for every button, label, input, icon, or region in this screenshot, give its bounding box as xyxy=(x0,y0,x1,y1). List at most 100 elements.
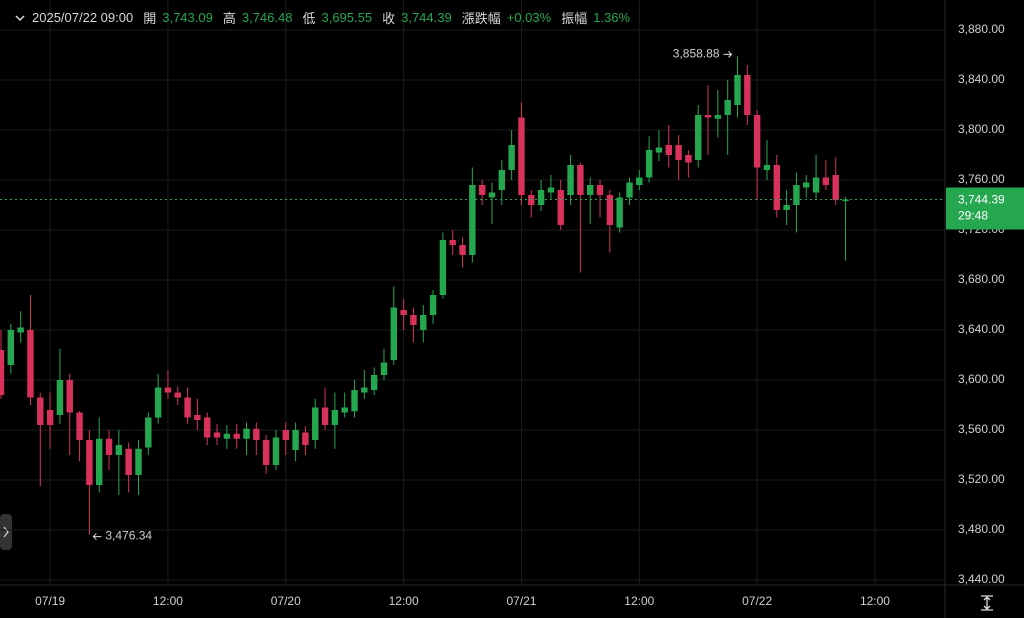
candle-body xyxy=(96,438,103,485)
candle-body xyxy=(626,182,633,198)
field-label: 開 xyxy=(143,11,157,26)
candle-body xyxy=(145,417,152,448)
candle-body xyxy=(734,75,741,105)
y-tick-label: 3,880.00 xyxy=(958,22,1005,36)
candle-body xyxy=(753,115,761,168)
candle-body xyxy=(370,375,378,390)
candle-body xyxy=(803,182,810,188)
candle-body xyxy=(478,185,486,195)
candle-body xyxy=(636,177,643,185)
candle-body xyxy=(154,387,162,418)
candle-body xyxy=(115,445,123,455)
axis-scale-button[interactable] xyxy=(981,595,993,611)
low-marker-label: 3,476.34 xyxy=(105,529,152,543)
candle-body xyxy=(243,428,250,439)
candle-body xyxy=(488,192,496,198)
field-value: 1.36% xyxy=(593,10,631,25)
candle-body xyxy=(459,245,466,255)
candle-body xyxy=(400,310,407,315)
candle-body xyxy=(724,100,731,115)
candle-body xyxy=(37,397,44,425)
candle-body xyxy=(361,387,368,393)
y-tick-label: 3,640.00 xyxy=(958,322,1005,336)
candle-body xyxy=(380,362,388,375)
y-tick-label: 3,560.00 xyxy=(958,422,1005,436)
candle-body xyxy=(773,165,780,210)
candle-body xyxy=(655,147,663,153)
y-tick-label: 3,480.00 xyxy=(958,522,1005,536)
left-toggle[interactable] xyxy=(0,514,12,550)
candle-body xyxy=(174,392,181,398)
field-label: 高 xyxy=(222,11,236,26)
candle-body xyxy=(714,115,722,119)
candle-body xyxy=(233,433,240,439)
candle-body xyxy=(164,387,172,393)
field-label: 低 xyxy=(302,11,316,26)
x-tick-label: 07/20 xyxy=(271,594,301,608)
field-label: 漲跌幅 xyxy=(461,11,501,26)
candle-body xyxy=(410,315,417,325)
candle-body xyxy=(577,165,584,195)
candle-body xyxy=(390,307,397,360)
candle-body xyxy=(596,185,604,195)
candle-body xyxy=(429,295,437,315)
candle-body xyxy=(606,195,614,225)
x-tick-label: 07/21 xyxy=(506,594,536,608)
candle-body xyxy=(832,175,839,200)
candle-body xyxy=(469,185,476,255)
last-price-label: 3,744.39 xyxy=(958,193,1005,207)
candle-body xyxy=(341,407,348,413)
y-tick-label: 3,520.00 xyxy=(958,472,1005,486)
field-label: 振幅 xyxy=(561,11,588,26)
candle-body xyxy=(105,438,113,455)
candle-body xyxy=(420,315,427,330)
field-value: +0.03% xyxy=(506,10,552,25)
candle-body xyxy=(675,145,682,160)
candle-body xyxy=(449,240,456,245)
candle-body xyxy=(763,165,771,170)
field-value: 3,743.09 xyxy=(162,10,213,25)
marker-arrow xyxy=(723,51,733,58)
candle-body xyxy=(272,437,280,465)
x-tick-label: 12:00 xyxy=(860,594,890,608)
x-tick-label: 07/22 xyxy=(742,594,772,608)
field-value: 3,744.39 xyxy=(401,10,452,25)
candle-body xyxy=(704,115,712,118)
candle-body xyxy=(7,330,15,365)
candle-body xyxy=(547,187,555,193)
candle-body xyxy=(76,412,83,440)
candle-body xyxy=(567,165,574,195)
candle-body xyxy=(665,145,672,155)
candle-body xyxy=(587,185,594,195)
candle-body xyxy=(557,190,564,225)
candle-body xyxy=(86,440,93,485)
candle-body xyxy=(282,430,289,440)
candle-body xyxy=(645,150,653,178)
candle-body xyxy=(842,199,849,202)
marker-arrow xyxy=(92,533,102,540)
x-tick-label: 12:00 xyxy=(624,594,654,608)
countdown: 29:48 xyxy=(958,209,988,223)
candle-body xyxy=(439,240,447,295)
x-tick-label: 07/19 xyxy=(35,594,65,608)
candle-body xyxy=(0,350,5,395)
candle-body xyxy=(616,197,623,228)
candle-body xyxy=(292,430,299,450)
candle-body xyxy=(822,177,830,185)
field-value: 3,746.48 xyxy=(241,10,293,25)
candle-body xyxy=(204,417,211,438)
collapse-chevron[interactable] xyxy=(14,12,26,24)
y-tick-label: 3,760.00 xyxy=(958,172,1005,186)
candle-body xyxy=(695,115,702,160)
candle-body xyxy=(56,380,64,415)
candle-body xyxy=(17,327,24,333)
x-tick-label: 12:00 xyxy=(389,594,419,608)
candle-body xyxy=(812,177,820,193)
candle-body xyxy=(135,448,142,475)
candle-body xyxy=(783,205,790,210)
candle-body xyxy=(518,117,525,195)
candle-body xyxy=(253,428,260,440)
candle-body xyxy=(508,145,515,170)
